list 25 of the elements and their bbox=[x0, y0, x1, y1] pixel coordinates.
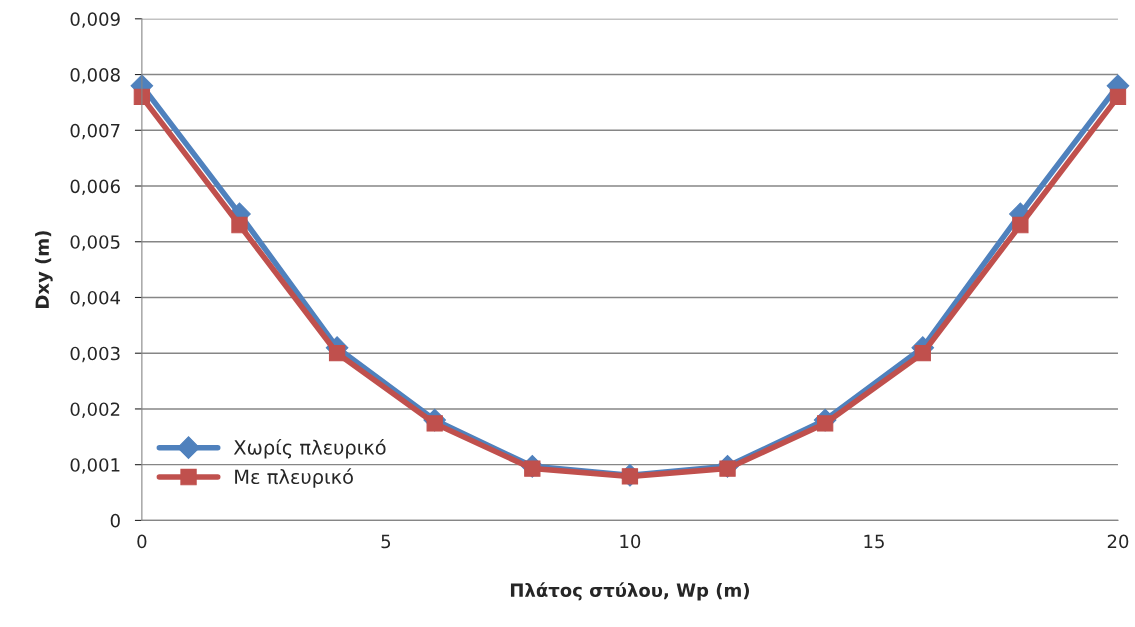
y-tick-label: 0,001 bbox=[70, 458, 120, 474]
x-axis-title: Πλάτος στύλου, Wp (m) bbox=[510, 582, 749, 601]
y-tick-label: 0,008 bbox=[70, 68, 120, 84]
point bbox=[328, 345, 346, 362]
y-tick-label: 0,009 bbox=[70, 12, 120, 28]
legend-label: Με πλευρικό bbox=[235, 468, 353, 488]
y-axis-title: Dxy (m) bbox=[35, 231, 53, 308]
x-tick-label: 10 bbox=[620, 534, 641, 549]
y-tick-label: 0,004 bbox=[70, 290, 121, 307]
y-tick-label: 0,002 bbox=[70, 402, 120, 418]
x-tick-label: 15 bbox=[864, 534, 884, 549]
y-tick-label: 0,005 bbox=[70, 235, 120, 251]
point bbox=[914, 345, 931, 362]
x-tick-label: 5 bbox=[381, 534, 391, 549]
point bbox=[621, 468, 639, 485]
y-tick-label: 0,006 bbox=[70, 179, 120, 195]
point bbox=[231, 216, 248, 234]
x-tick-label: 20 bbox=[1107, 534, 1129, 549]
y-tick-label: 0 bbox=[110, 513, 120, 528]
point bbox=[1012, 216, 1029, 234]
x-tick-label: 0 bbox=[137, 534, 147, 549]
y-tick-label: 0,003 bbox=[70, 346, 120, 363]
y-tick-label: 0,007 bbox=[70, 123, 120, 140]
legend-label: Χωρίς πλευρικό bbox=[233, 438, 386, 459]
point bbox=[1109, 88, 1127, 105]
